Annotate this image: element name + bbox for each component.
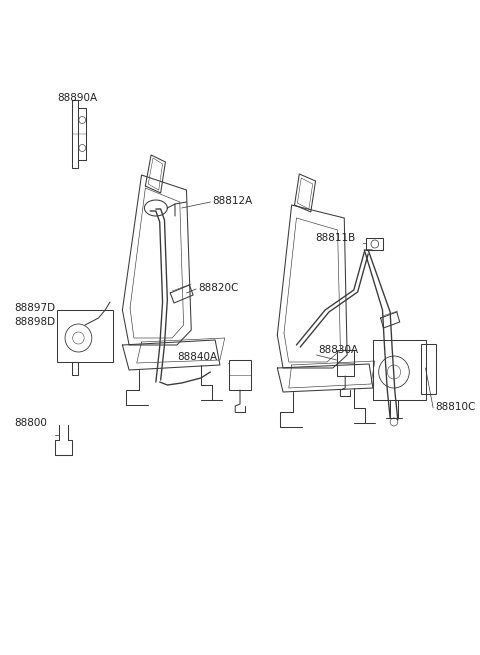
Text: 88830A: 88830A	[318, 345, 359, 355]
Text: 88810C: 88810C	[435, 402, 476, 412]
Text: 88811B: 88811B	[315, 233, 356, 243]
Text: 88890A: 88890A	[58, 93, 97, 103]
Text: 88897D: 88897D	[14, 303, 56, 313]
Text: 88840A: 88840A	[177, 352, 217, 362]
Bar	[336, 350, 354, 376]
Text: 88898D: 88898D	[14, 317, 56, 327]
Text: 88812A: 88812A	[212, 196, 252, 206]
Text: 88820C: 88820C	[198, 283, 238, 293]
Bar	[229, 360, 251, 390]
Bar	[58, 310, 113, 362]
Text: 88800: 88800	[14, 418, 47, 428]
Bar	[373, 340, 426, 400]
Bar	[421, 344, 436, 394]
